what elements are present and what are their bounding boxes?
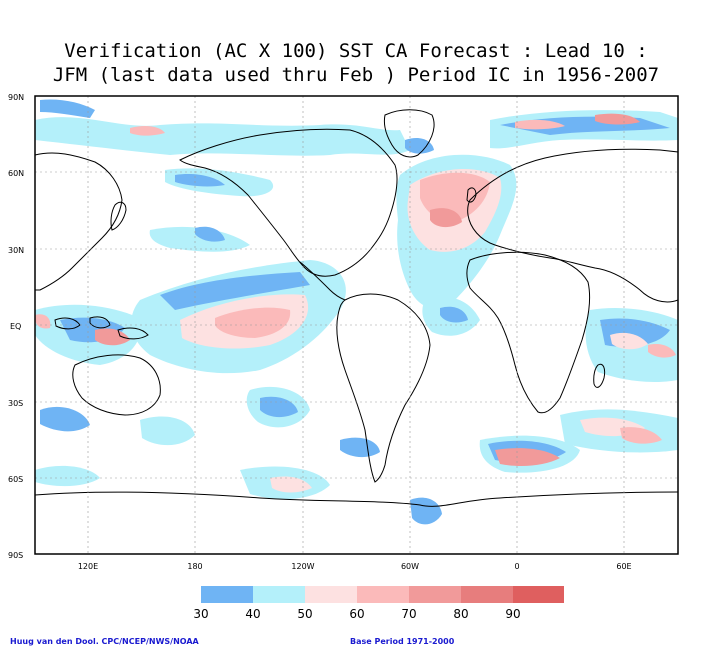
author-credit: Huug van den Dool. CPC/NCEP/NWS/NOAA bbox=[10, 637, 199, 646]
shade-so-weddell bbox=[410, 498, 442, 525]
lon-label-60w: 60W bbox=[401, 562, 419, 571]
lon-label-180: 180 bbox=[187, 562, 202, 571]
legend-label-80: 80 bbox=[453, 607, 468, 621]
lat-label-90s: 90S bbox=[8, 551, 23, 560]
color-legend: 30 40 50 60 70 80 90 bbox=[193, 586, 564, 621]
lat-label-60n: 60N bbox=[8, 169, 24, 178]
legend-label-50: 50 bbox=[297, 607, 312, 621]
lon-label-60e: 60E bbox=[616, 562, 631, 571]
legend-label-30: 30 bbox=[193, 607, 208, 621]
legend-label-70: 70 bbox=[401, 607, 416, 621]
lat-label-30s: 30S bbox=[8, 399, 23, 408]
lat-label-90n: 90N bbox=[8, 93, 24, 102]
lat-lon-grid bbox=[35, 96, 678, 554]
correlation-shading bbox=[35, 99, 678, 524]
base-period-note: Base Period 1971-2000 bbox=[350, 637, 454, 646]
landmass-antarctica bbox=[35, 492, 678, 506]
legend-swatch-50-60 bbox=[305, 586, 357, 603]
shade-spac-2 bbox=[140, 416, 195, 445]
legend-swatch-70-80 bbox=[409, 586, 461, 603]
legend-label-90: 90 bbox=[505, 607, 520, 621]
lon-label-0: 0 bbox=[514, 562, 519, 571]
landmass-africa bbox=[467, 252, 590, 413]
landmass-east-asia bbox=[35, 153, 122, 290]
shade-so-amundsen bbox=[340, 438, 380, 457]
lat-label-30n: 30N bbox=[8, 246, 24, 255]
shade-arctic-band bbox=[35, 117, 410, 156]
legend-swatch-30-40 bbox=[201, 586, 253, 603]
lon-label-120w: 120W bbox=[291, 562, 314, 571]
shade-spac-3 bbox=[40, 407, 90, 431]
shade-so-far-west bbox=[35, 466, 100, 486]
legend-label-60: 60 bbox=[349, 607, 364, 621]
legend-swatch-60-70 bbox=[357, 586, 409, 603]
legend-swatch-90-plus bbox=[513, 586, 564, 603]
legend-label-40: 40 bbox=[245, 607, 260, 621]
landmass-japan bbox=[111, 202, 126, 230]
shade-arctic-blue bbox=[40, 99, 95, 118]
legend-swatch-80-90 bbox=[461, 586, 513, 603]
lon-label-120e: 120E bbox=[78, 562, 98, 571]
landmass-australia bbox=[73, 355, 161, 415]
legend-swatch-40-50 bbox=[253, 586, 305, 603]
lat-label-eq: EQ bbox=[10, 322, 21, 331]
map-figure: 90N 60N 30N EQ 30S 60S 90S 120E 180 120W… bbox=[0, 0, 712, 650]
lat-label-60s: 60S bbox=[8, 475, 23, 484]
